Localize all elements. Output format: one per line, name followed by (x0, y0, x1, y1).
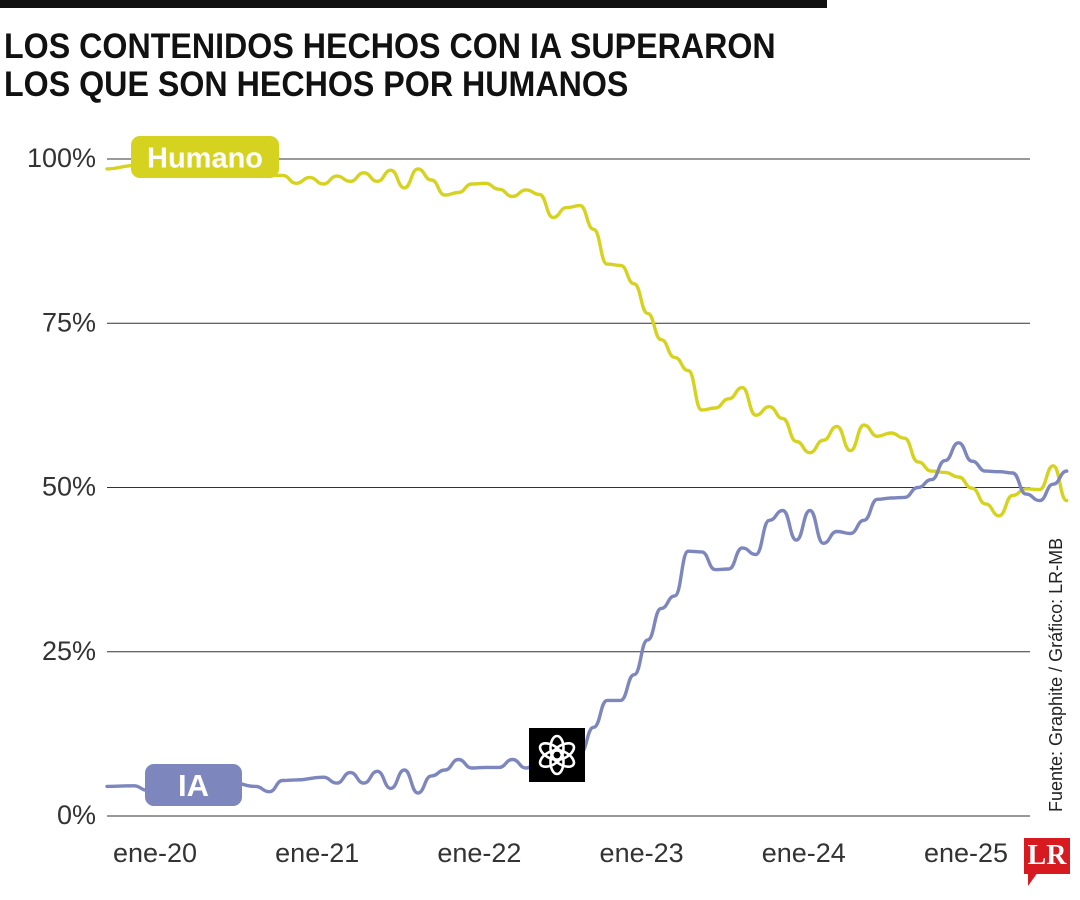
x-tick-label: ene-21 (275, 838, 359, 868)
source-credit: Fuente: Graphite / Gráfico: LR-MB (1046, 537, 1066, 812)
series-label-text: IA (178, 768, 209, 803)
series-label-badge (131, 136, 279, 178)
series-label-text: Humano (147, 142, 263, 174)
series-line-humano (105, 163, 1069, 518)
x-tick-label: ene-24 (762, 838, 846, 868)
x-tick-label: ene-22 (437, 838, 521, 868)
series-label-badge (145, 764, 242, 806)
top-rule (0, 0, 827, 8)
openai-icon-petal (538, 741, 564, 762)
openai-logo-icon (529, 728, 585, 782)
x-tick-label: ene-23 (600, 838, 684, 868)
y-tick-label: 25% (42, 636, 96, 666)
series-label-humano: Humano (131, 136, 279, 178)
y-tick-label: 75% (42, 307, 96, 337)
lr-logo-text: LR (1027, 840, 1067, 871)
x-tick-label: ene-25 (924, 838, 1008, 868)
series-line-ia (105, 441, 1069, 795)
chart-title-line-2: LOS QUE SON HECHOS POR HUMANOS (4, 65, 629, 104)
y-tick-label: 50% (42, 472, 96, 502)
series-label-ia: IA (145, 764, 242, 806)
chart-title: LOS CONTENIDOS HECHOS CON IA SUPERARON L… (4, 28, 777, 104)
y-tick-label: 0% (57, 800, 96, 830)
y-tick-label: 100% (27, 143, 96, 173)
chart-title-line-1: LOS CONTENIDOS HECHOS CON IA SUPERARON (4, 27, 776, 66)
x-tick-label: ene-20 (113, 838, 197, 868)
lr-logo: LR (1024, 838, 1070, 886)
